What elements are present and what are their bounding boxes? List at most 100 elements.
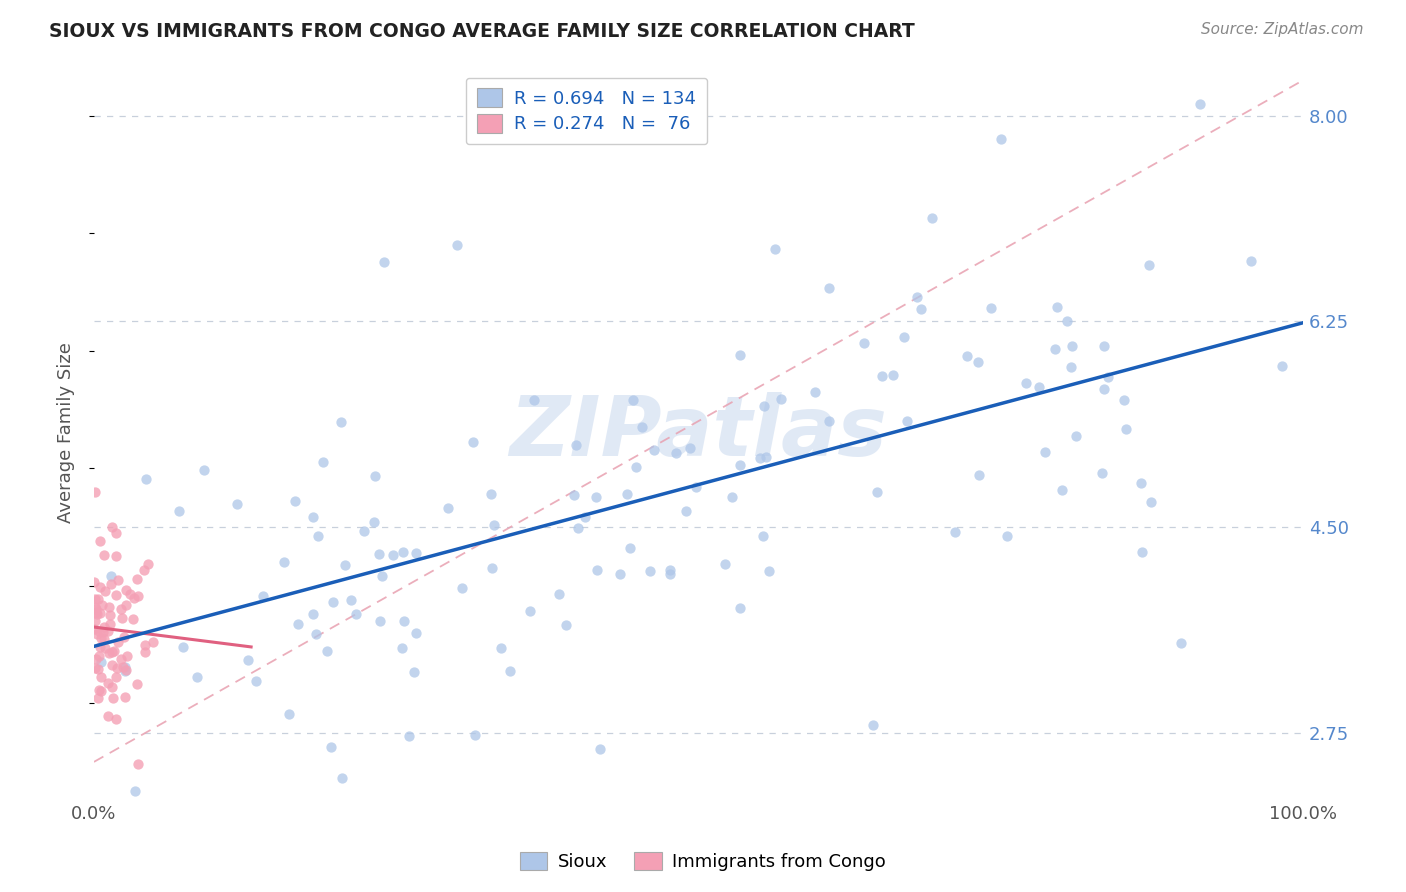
Point <box>728 601 751 615</box>
Point <box>353 524 375 538</box>
Point <box>87 591 110 606</box>
Point <box>402 665 425 680</box>
Point <box>853 336 876 351</box>
Point <box>86 663 108 677</box>
Point <box>104 670 127 684</box>
Point <box>83 574 105 589</box>
Point <box>995 528 1018 542</box>
Point <box>86 691 108 706</box>
Point <box>115 663 138 677</box>
Point <box>115 648 138 663</box>
Point <box>89 534 111 549</box>
Point <box>758 564 780 578</box>
Point <box>586 562 609 576</box>
Point <box>97 676 120 690</box>
Legend: R = 0.694   N = 134, R = 0.274   N =  76: R = 0.694 N = 134, R = 0.274 N = 76 <box>465 78 707 145</box>
Point <box>104 712 127 726</box>
Point <box>245 674 267 689</box>
Point <box>405 626 427 640</box>
Point <box>86 607 108 621</box>
Point <box>125 676 148 690</box>
Point <box>609 566 631 581</box>
Point <box>548 587 571 601</box>
Point <box>364 469 387 483</box>
Point <box>921 211 943 226</box>
Point <box>713 558 735 572</box>
Point <box>1050 483 1073 498</box>
Point <box>312 455 335 469</box>
Point <box>100 520 122 534</box>
Point <box>114 690 136 704</box>
Point <box>1092 383 1115 397</box>
Point <box>461 435 484 450</box>
Point <box>679 441 702 455</box>
Point <box>84 614 107 628</box>
Point <box>344 607 367 621</box>
Point <box>905 290 928 304</box>
Point <box>89 606 111 620</box>
Point <box>626 459 648 474</box>
Point <box>893 330 915 344</box>
Point <box>83 622 105 636</box>
Point <box>589 742 612 756</box>
Point <box>273 555 295 569</box>
Point <box>122 591 145 605</box>
Point <box>107 635 129 649</box>
Point <box>104 588 127 602</box>
Point <box>658 567 681 582</box>
Point <box>555 618 578 632</box>
Point <box>89 632 111 646</box>
Point <box>882 368 904 382</box>
Point <box>489 640 512 655</box>
Point <box>278 706 301 721</box>
Point <box>321 740 343 755</box>
Point <box>96 624 118 638</box>
Point <box>721 490 744 504</box>
Point <box>675 503 697 517</box>
Point <box>728 348 751 362</box>
Point <box>136 557 159 571</box>
Point <box>307 529 329 543</box>
Point <box>685 480 707 494</box>
Point <box>90 684 112 698</box>
Point <box>405 546 427 560</box>
Point <box>499 664 522 678</box>
Point <box>363 516 385 530</box>
Point <box>186 670 208 684</box>
Point <box>866 485 889 500</box>
Point <box>87 683 110 698</box>
Point <box>373 255 395 269</box>
Point <box>287 617 309 632</box>
Point <box>124 784 146 798</box>
Legend: Sioux, Immigrants from Congo: Sioux, Immigrants from Congo <box>513 845 893 879</box>
Point <box>302 509 325 524</box>
Point <box>98 646 121 660</box>
Point <box>803 384 825 399</box>
Point <box>1060 359 1083 374</box>
Point <box>114 598 136 612</box>
Point <box>84 484 107 499</box>
Point <box>1129 475 1152 490</box>
Point <box>112 630 135 644</box>
Point <box>1033 445 1056 459</box>
Point <box>763 243 786 257</box>
Point <box>97 708 120 723</box>
Point <box>659 563 682 577</box>
Point <box>748 450 770 465</box>
Point <box>1043 342 1066 356</box>
Point <box>574 510 596 524</box>
Point <box>1091 467 1114 481</box>
Point <box>1097 369 1119 384</box>
Point <box>818 415 841 429</box>
Point <box>1056 313 1078 327</box>
Point <box>1060 339 1083 353</box>
Point <box>1271 359 1294 373</box>
Point <box>621 393 644 408</box>
Point <box>87 624 110 638</box>
Point <box>105 661 128 675</box>
Point <box>567 521 589 535</box>
Point <box>665 445 688 459</box>
Point <box>94 641 117 656</box>
Point <box>93 620 115 634</box>
Point <box>870 368 893 383</box>
